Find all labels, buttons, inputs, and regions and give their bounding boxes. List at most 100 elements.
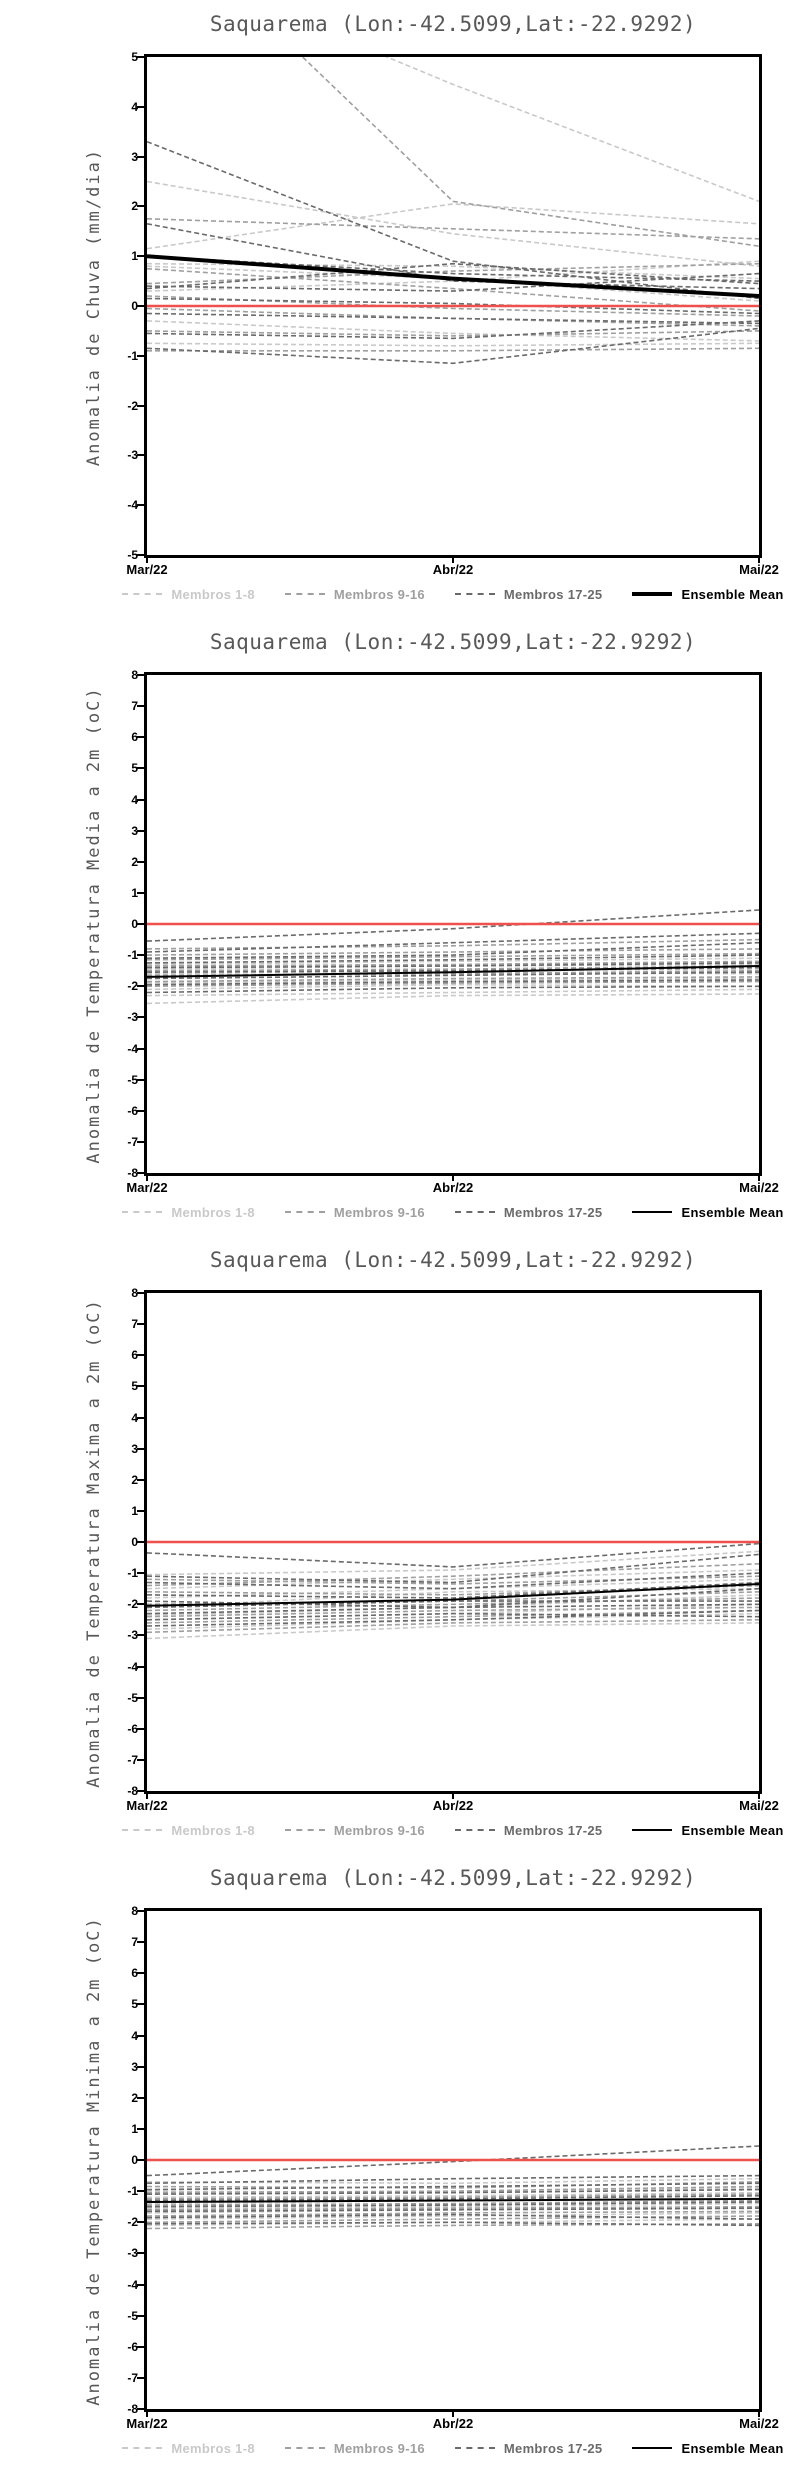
y-tick-mark <box>137 1634 144 1637</box>
y-tick-label: 3 <box>131 2059 138 2074</box>
y-tick-mark <box>137 2408 144 2410</box>
member-line <box>147 1609 759 1624</box>
x-tick-label: Mar/22 <box>126 2416 168 2431</box>
y-tick-label: 4 <box>131 792 138 807</box>
y-tick-label: -2 <box>127 398 138 413</box>
member-line <box>147 262 759 290</box>
y-tick-mark <box>137 2283 144 2286</box>
member-line <box>147 993 759 1005</box>
y-tick-mark <box>137 736 144 739</box>
y-tick-mark <box>137 404 144 407</box>
x-tick-mark <box>146 2410 148 2417</box>
member-line <box>147 979 759 986</box>
y-tick-mark <box>137 2252 144 2255</box>
y-tick-label: 1 <box>131 2121 138 2136</box>
y-tick-mark <box>137 1790 144 1792</box>
legend-item: Membros 1-8 <box>122 587 255 602</box>
y-tick-mark <box>137 2190 144 2193</box>
y-tick-label: -5 <box>127 2308 138 2323</box>
x-tick-label: Mai/22 <box>739 2416 779 2431</box>
y-tick-label: 0 <box>131 2153 138 2167</box>
y-tick-label: -6 <box>127 1721 138 1736</box>
legend-label: Membros 9-16 <box>333 1822 425 1838</box>
y-tick-label: -3 <box>127 2246 138 2261</box>
member-line <box>147 262 759 280</box>
legend-label: Membros 9-16 <box>333 586 425 602</box>
legend-line-dashed <box>122 593 163 595</box>
legend: Membros 1-8 Membros 9-16 Membros 17-25 Ense… <box>110 1202 796 1222</box>
y-tick-mark <box>137 504 144 507</box>
y-tick-mark <box>137 1416 144 1419</box>
x-tick-label: Mai/22 <box>739 1180 779 1195</box>
y-tick-mark <box>137 1140 144 1143</box>
y-tick-mark <box>137 1047 144 1050</box>
chart-title: Saquarema (Lon:-42.5099,Lat:-22.9292) <box>209 1866 697 1890</box>
y-tick-mark <box>137 1478 144 1481</box>
member-line <box>147 203 759 250</box>
y-tick-label: -3 <box>127 1010 138 1025</box>
legend-line-solid <box>632 1829 673 1831</box>
y-tick-label: -4 <box>127 1659 138 1674</box>
member-line <box>147 2221 759 2227</box>
y-tick-mark <box>137 1941 144 1944</box>
y-tick-mark <box>137 1172 144 1174</box>
member-line <box>147 909 759 942</box>
x-tick-mark <box>758 1174 760 1181</box>
y-tick-label: 2 <box>131 1472 138 1487</box>
member-line <box>147 297 759 315</box>
y-tick-label: -2 <box>127 2215 138 2230</box>
legend-label: Ensemble Mean <box>681 1822 784 1838</box>
y-tick-label: 3 <box>131 1441 138 1456</box>
y-tick-mark <box>137 954 144 957</box>
plot-canvas <box>147 909 759 1005</box>
member-line <box>147 2222 759 2230</box>
y-tick-label: -8 <box>127 1784 138 1798</box>
member-line <box>147 1609 759 1627</box>
y-tick-mark <box>137 829 144 832</box>
x-tick-label: Abr/22 <box>432 1180 474 1195</box>
legend-line-dashed <box>122 1829 163 1831</box>
legend-line-dashed <box>284 1829 325 1831</box>
member-line <box>147 1606 759 1618</box>
member-line <box>147 1622 759 1640</box>
y-tick-label: 3 <box>131 823 138 838</box>
y-tick-mark <box>137 1541 144 1543</box>
member-line <box>147 312 759 325</box>
y-tick-mark <box>137 705 144 708</box>
member-line <box>147 1612 759 1621</box>
y-tick-label: 2 <box>131 854 138 869</box>
y-tick-mark <box>137 798 144 801</box>
y-tick-mark <box>137 2345 144 2348</box>
legend-line-dashed <box>454 593 495 595</box>
legend: Membros 1-8 Membros 9-16 Membros 17-25 Ense… <box>110 1820 796 1840</box>
member-line <box>147 218 759 240</box>
y-tick-label: 1 <box>131 1503 138 1518</box>
plot-canvas <box>147 1540 759 1640</box>
legend-item: Membros 9-16 <box>284 1204 425 1220</box>
x-tick-label: Mar/22 <box>126 562 168 577</box>
x-tick-mark <box>452 556 454 563</box>
ensemble-mean-line <box>147 965 759 978</box>
y-tick-label: -1 <box>127 1566 138 1581</box>
x-tick-label: Mar/22 <box>126 1798 168 1813</box>
y-tick-mark <box>137 2314 144 2317</box>
y-tick-label: -5 <box>127 548 138 562</box>
member-line <box>147 330 759 337</box>
member-line <box>147 977 759 984</box>
member-line <box>147 2207 759 2213</box>
plot-area <box>144 1290 762 1794</box>
y-tick-mark <box>137 923 144 925</box>
y-tick-mark <box>137 2003 144 2006</box>
legend-label: Membros 9-16 <box>333 1204 425 1220</box>
y-tick-mark <box>137 1665 144 1668</box>
ensemble-mean-line <box>147 254 759 298</box>
member-line <box>147 1575 759 1585</box>
legend-label: Ensemble Mean <box>681 2440 784 2456</box>
member-line <box>384 57 759 203</box>
member-line <box>147 2193 759 2200</box>
y-tick-mark <box>137 2096 144 2099</box>
legend-item: Membros 9-16 <box>284 1822 425 1838</box>
legend-item: Membros 1-8 <box>122 2441 255 2456</box>
y-tick-label: 6 <box>131 730 138 745</box>
legend-item: Ensemble Mean <box>632 1823 783 1838</box>
